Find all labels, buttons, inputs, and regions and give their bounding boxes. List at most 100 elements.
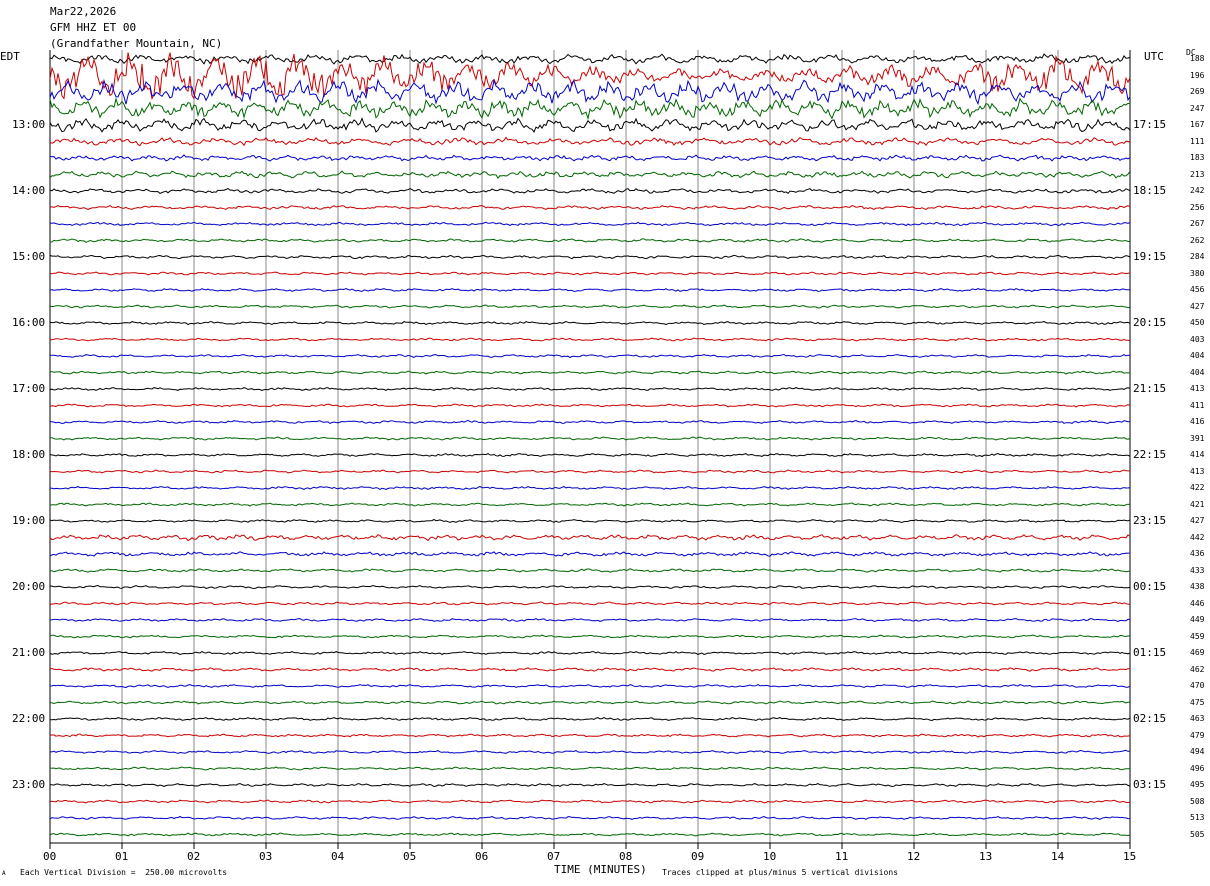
dc-offset-label: 462 [1190,664,1205,674]
dc-offset-label: 262 [1190,235,1205,245]
dc-offset-label: 404 [1190,351,1205,360]
header-station: GFM HHZ ET 00 [50,21,137,34]
dc-offset-label: 438 [1190,582,1205,591]
left-hour-label: 21:00 [12,646,46,659]
trace-line [49,783,1131,788]
x-tick-label: 09 [691,850,705,863]
trace-line [49,832,1131,837]
dc-offset-label: 505 [1190,829,1205,839]
x-tick-label: 04 [331,850,345,863]
dc-offset-label: 242 [1190,186,1205,195]
header-date: Mar22,2026 [50,5,117,18]
trace-line [49,551,1131,557]
dc-offset-label: 196 [1190,70,1205,80]
dc-offset-label: 463 [1190,714,1205,723]
x-tick-label: 02 [187,850,201,863]
right-hour-label: 01:15 [1133,646,1167,659]
trace-line [50,584,1131,590]
x-tick-label: 13 [979,850,993,863]
trace-line [49,287,1131,293]
trace-line [49,271,1131,276]
dc-offset-label: 446 [1190,598,1205,608]
dc-offset-label: 449 [1190,615,1205,624]
dc-offset-label: 436 [1190,549,1205,558]
dc-offset-label: 427 [1190,301,1205,311]
dc-offset-label: 213 [1190,169,1205,179]
trace-line [49,486,1131,490]
x-tick-label: 01 [115,850,129,863]
trace-line [49,717,1131,722]
x-axis-ticks [49,843,1131,849]
right-hour-label: 03:15 [1133,778,1167,791]
dc-offset-label: 456 [1190,285,1205,294]
trace-line [49,221,1131,227]
trace-line [49,370,1130,375]
dc-offset-label: 267 [1190,219,1205,228]
dc-offset-label: 413 [1190,384,1205,393]
x-tick-label: 06 [475,850,489,863]
trace-line [49,749,1130,754]
left-hour-label: 18:00 [12,448,46,461]
trace-line [49,683,1131,689]
trace-line [49,154,1131,162]
trace-line [49,353,1131,359]
header-location: (Grandfather Mountain, NC) [50,37,223,50]
dc-offset-label: 404 [1190,367,1205,377]
scale-note: Each Vertical Division = 250.00 microvol… [20,868,228,877]
trace-line [49,469,1131,474]
trace-line [49,534,1131,542]
trace-line [49,117,1131,134]
seismic-traces [49,52,1131,837]
dc-offset-label: 284 [1190,252,1205,261]
trace-line [49,436,1131,441]
dc-offset-label: 442 [1190,532,1205,542]
trace-line [49,53,1131,65]
trace-line [49,766,1130,771]
dc-offset-label: 421 [1190,499,1205,509]
dc-offset-label: 111 [1190,136,1205,146]
corner-mark: A [2,870,6,877]
x-tick-label: 11 [835,850,849,863]
left-hour-label: 14:00 [12,184,46,197]
dc-label: DC [1186,48,1196,57]
trace-line [49,204,1131,211]
dc-offset-label: 391 [1190,433,1205,443]
right-hour-label: 02:15 [1133,712,1167,725]
right-timezone-label: UTC [1144,50,1164,63]
trace-line [49,452,1131,458]
trace-line [49,97,1131,121]
dc-offset-label: 470 [1190,681,1205,690]
x-tick-label: 05 [403,850,417,863]
dc-offset-label: 167 [1190,120,1205,129]
trace-line [49,518,1131,524]
trace-line [49,304,1131,309]
x-axis-title: TIME (MINUTES) [554,863,647,876]
dc-offset-label: 479 [1190,730,1205,740]
dc-offset-label: 508 [1190,796,1205,806]
dc-offset-label: 269 [1190,87,1205,96]
left-hour-label: 23:00 [12,778,46,791]
right-hour-label: 20:15 [1133,316,1167,329]
dc-offset-label: 469 [1190,648,1205,657]
trace-line [49,188,1131,194]
left-hour-label: 19:00 [12,514,46,527]
dc-offset-label: 494 [1190,747,1205,756]
dc-offset-label: 188 [1190,54,1205,63]
dc-offset-label: 256 [1190,202,1205,212]
trace-line [49,337,1131,342]
dc-offset-label: 247 [1190,103,1205,113]
left-hour-label: 22:00 [12,712,46,725]
trace-line [50,419,1130,425]
dc-offset-label: 427 [1190,516,1205,525]
trace-line [50,568,1131,573]
dc-offset-label: 433 [1190,565,1205,575]
trace-line [49,403,1131,408]
dc-offset-label: 403 [1190,334,1205,344]
trace-line [49,254,1131,260]
dc-offset-label: 459 [1190,631,1205,641]
dc-offset-label: 416 [1190,417,1205,426]
trace-line [49,78,1131,106]
dc-offset-label: 496 [1190,763,1205,773]
dc-offset-label: 450 [1190,318,1205,327]
